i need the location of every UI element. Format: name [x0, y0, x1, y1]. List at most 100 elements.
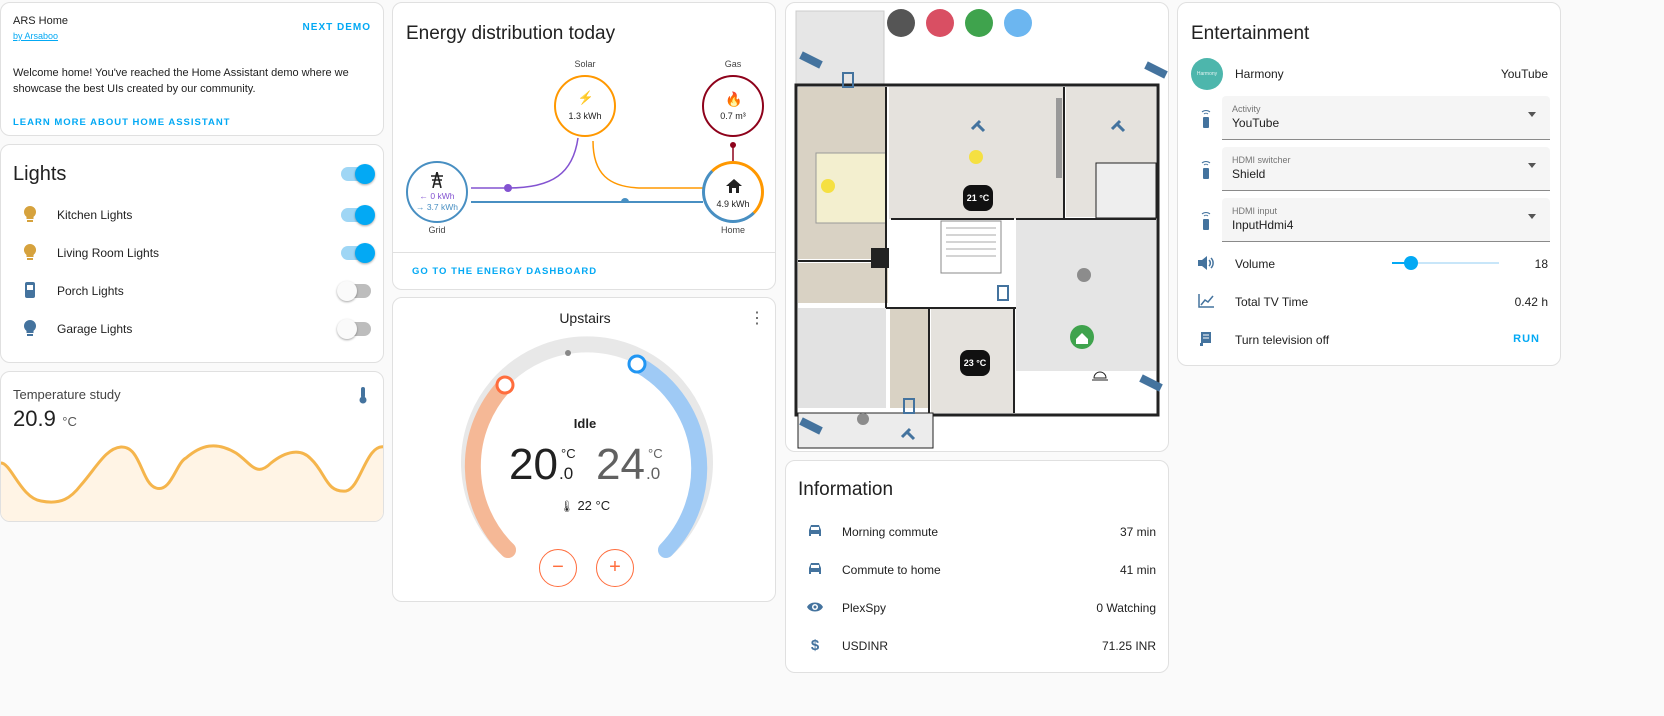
welcome-card: ARS Home by Arsaboo NEXT DEMO Welcome ho…: [0, 2, 384, 136]
home-value: 4.9 kWh: [716, 199, 750, 209]
volume-slider-handle[interactable]: [1404, 256, 1419, 270]
entertainment-title: Entertainment: [1191, 23, 1310, 44]
welcome-message: Welcome home! You've reached the Home As…: [13, 67, 349, 95]
light-label-living-room: Living Room Lights: [57, 246, 160, 260]
info-label-morning-commute: Morning commute: [842, 525, 939, 539]
low-setpoint-decimal: .0: [559, 464, 574, 483]
lights-title: Lights: [13, 163, 67, 185]
lock-icon[interactable]: [965, 9, 993, 37]
remote-icon: [1196, 209, 1216, 233]
light-label-kitchen: Kitchen Lights: [57, 208, 133, 222]
energy-flow-lines: [471, 137, 736, 203]
hdmi-switcher-select[interactable]: HDMI switcher Shield: [1222, 147, 1550, 191]
high-setpoint-decimal: .0: [646, 464, 661, 483]
gas-value: 0.7 m³: [720, 111, 746, 121]
grid-label: Grid: [428, 225, 446, 235]
remote-icon: [1196, 107, 1216, 131]
chart-line-icon: [1196, 291, 1216, 311]
author-link[interactable]: by Arsaboo: [13, 31, 59, 41]
thermostat-card: Upstairs ⋮ Idle 20 °C .0 24 °C .0 🌡 22 °…: [392, 297, 776, 602]
temperature-card[interactable]: Temperature study 20.9 °C: [0, 371, 384, 522]
learn-more-link[interactable]: LEARN MORE ABOUT HOME ASSISTANT: [13, 117, 231, 128]
chevron-down-icon: [1528, 214, 1536, 219]
tv-time-label: Total TV Time: [1235, 295, 1309, 309]
home-node[interactable]: 4.9 kWh: [702, 161, 764, 223]
low-setpoint: 20 °C .0: [509, 440, 585, 490]
welcome-title: ARS Home: [13, 15, 69, 27]
bulb-icon: [19, 203, 41, 225]
alarm-icon[interactable]: [887, 9, 915, 37]
home-label: Home: [720, 225, 745, 235]
bulb-icon: [19, 241, 41, 263]
bulb-icon: [19, 317, 41, 339]
current-temperature: 22 °C: [577, 498, 611, 513]
hdmi-input-select[interactable]: HDMI input InputHdmi4: [1222, 198, 1550, 242]
living-room-lights-toggle[interactable]: [341, 243, 375, 263]
high-setpoint-unit: °C: [648, 446, 663, 461]
garage-lights-toggle[interactable]: [337, 319, 371, 339]
harmony-label: Harmony: [1235, 67, 1284, 81]
tv-time-value: 0.42 h: [1514, 295, 1548, 309]
thermostat-dial[interactable]: [393, 298, 776, 602]
kitchen-lights-toggle[interactable]: [341, 205, 375, 225]
activity-select-value: YouTube: [1232, 116, 1280, 130]
floorplan-temp-badge-1[interactable]: 21 °C: [963, 185, 993, 211]
energy-card: Energy distribution today Solar ⚡ 1.3 kW…: [392, 2, 776, 290]
activity-select[interactable]: Activity YouTube: [1222, 96, 1550, 140]
tv-icon[interactable]: [926, 9, 954, 37]
grid-node[interactable]: ← 0 kWh → 3.7 kWh: [406, 161, 468, 223]
grid-out-value: → 3.7 kWh: [415, 202, 459, 212]
info-value-plexspy: 0 Watching: [1096, 601, 1156, 615]
tv-off-label: Turn television off: [1235, 333, 1330, 347]
home-mode-icon[interactable]: [1004, 9, 1032, 37]
gas-node[interactable]: 🔥 0.7 m³: [702, 75, 764, 137]
entertainment-card: Entertainment Harmony Harmony YouTube Ac…: [1177, 2, 1561, 366]
energy-dashboard-link[interactable]: GO TO THE ENERGY DASHBOARD: [412, 266, 598, 277]
floorplan-card: 21 °C 23 °C: [785, 2, 1169, 452]
harmony-avatar: Harmony: [1191, 58, 1223, 90]
light-label-garage: Garage Lights: [57, 322, 133, 336]
information-title: Information: [798, 479, 894, 500]
hdmi-input-value: InputHdmi4: [1232, 218, 1294, 232]
chevron-down-icon: [1528, 112, 1536, 117]
thermostat-title: Upstairs: [559, 310, 611, 326]
remote-icon: [1196, 158, 1216, 182]
info-value-morning-commute: 37 min: [1119, 525, 1156, 539]
thermometer-icon: 🌡: [559, 501, 574, 513]
high-setpoint: 24 °C .0: [596, 440, 672, 490]
transmission-tower-icon: [427, 171, 447, 189]
increase-button[interactable]: +: [596, 549, 634, 587]
hdmi-switcher-label: HDMI switcher: [1232, 155, 1291, 165]
more-options-icon[interactable]: ⋮: [749, 310, 765, 327]
info-value-commute-home: 41 min: [1119, 563, 1156, 577]
volume-icon: [1196, 253, 1216, 273]
car-icon: [804, 559, 826, 579]
fire-icon: 🔥: [725, 90, 743, 107]
solar-label: Solar: [574, 59, 596, 69]
floorplan-temp-badge-2[interactable]: 23 °C: [960, 350, 990, 376]
script-icon: [1196, 329, 1216, 349]
low-setpoint-unit: °C: [561, 446, 576, 461]
volume-value: 18: [1534, 257, 1548, 271]
eye-icon: [804, 597, 826, 617]
lights-master-toggle[interactable]: [341, 164, 375, 184]
high-setpoint-value: 24: [596, 440, 645, 489]
solar-node[interactable]: ⚡ 1.3 kWh: [554, 75, 616, 137]
decrease-button[interactable]: −: [539, 549, 577, 587]
chevron-down-icon: [1528, 163, 1536, 168]
info-label-usdinr: USDINR: [842, 639, 889, 653]
dollar-icon: $: [810, 636, 820, 654]
hdmi-input-label: HDMI input: [1232, 206, 1278, 216]
harmony-value: YouTube: [1500, 67, 1548, 81]
volume-slider[interactable]: [1392, 256, 1499, 270]
next-demo-button[interactable]: NEXT DEMO: [302, 22, 371, 33]
grid-in-value: ← 0 kWh: [419, 191, 455, 201]
solar-value: 1.3 kWh: [568, 111, 602, 121]
run-button[interactable]: RUN: [1513, 333, 1540, 345]
porch-lights-toggle[interactable]: [337, 281, 371, 301]
temperature-title: Temperature study: [13, 387, 121, 402]
info-value-usdinr: 71.25 INR: [1101, 639, 1156, 653]
info-label-plexspy: PlexSpy: [842, 601, 887, 615]
temperature-sparkline: [1, 444, 383, 521]
low-setpoint-value: 20: [509, 440, 558, 489]
